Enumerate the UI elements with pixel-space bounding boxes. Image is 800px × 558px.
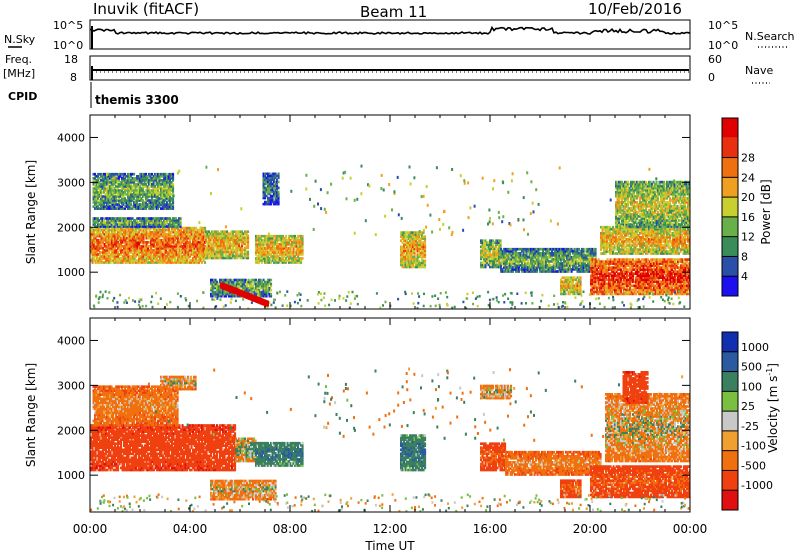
- power-cell: [270, 283, 272, 286]
- freq-unit-label: [MHz]: [3, 67, 35, 80]
- cpid-label: CPID: [8, 90, 37, 103]
- power-heatmap: [90, 165, 692, 310]
- power-cell: [270, 293, 272, 296]
- power-cell: [133, 173, 135, 176]
- power-cell: [278, 173, 280, 176]
- nsky-tick-bottom: 10^0: [53, 39, 83, 52]
- power-cell: [270, 289, 272, 292]
- nsky-panel-frame: [90, 20, 690, 49]
- freq-label: Freq.: [5, 53, 32, 66]
- power-cell: [247, 235, 249, 238]
- station-title: Inuvik (fitACF): [93, 0, 199, 18]
- power-cell: [204, 261, 206, 264]
- power-cell: [247, 251, 249, 254]
- nsky-label: N.Sky: [4, 33, 36, 46]
- nave-tick-top: 60: [708, 53, 722, 66]
- freq-tick-bottom: 8: [70, 71, 77, 84]
- nsky-trace: [90, 28, 690, 35]
- power-cell: [424, 260, 426, 263]
- date-title: 10/Feb/2016: [588, 0, 682, 18]
- nave-tick-bottom: 0: [708, 71, 715, 84]
- power-cell: [204, 227, 206, 230]
- power-cell: [172, 173, 174, 176]
- power-cell: [595, 248, 597, 251]
- power-cell: [278, 181, 280, 184]
- power-cell: [172, 183, 174, 186]
- power-cell: [270, 279, 272, 282]
- nsearch-label: N.Search: [745, 30, 795, 43]
- power-cell: [500, 239, 502, 242]
- freq-panel-frame: [90, 56, 690, 80]
- power-cell: [278, 191, 280, 194]
- power-cell: [180, 217, 182, 220]
- nave-label: Nave: [745, 64, 773, 77]
- freq-tick-top: 18: [64, 53, 78, 66]
- beam-title: Beam 11: [360, 3, 427, 21]
- nsky-tick-top: 10^5: [53, 19, 83, 32]
- cpid-value: themis 3300: [95, 93, 179, 107]
- power-cell: [580, 276, 582, 279]
- power-cell: [583, 248, 585, 251]
- power-cell: [424, 235, 426, 238]
- power-cell: [285, 235, 287, 238]
- nsearch-tick-bottom: 10^0: [708, 39, 738, 52]
- nsearch-tick-top: 10^5: [708, 19, 738, 32]
- power-cell: [302, 235, 304, 238]
- power-cell: [247, 230, 249, 233]
- power-cell: [302, 257, 304, 260]
